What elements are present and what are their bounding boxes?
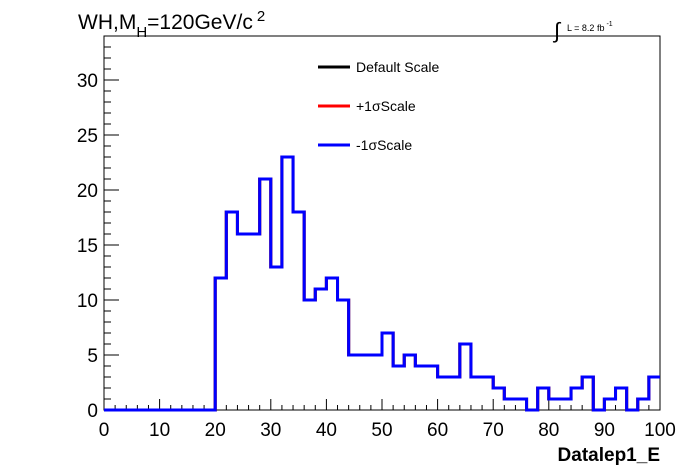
x-tick-label: 50 <box>371 420 392 441</box>
integral-sign: ∫ <box>552 18 562 43</box>
x-tick-label: 90 <box>594 420 615 441</box>
legend: Default Scale +1σScale -1σScale <box>318 59 439 153</box>
y-tick-label: 5 <box>87 346 98 367</box>
x-axis-label: Datalep1_E <box>558 445 660 466</box>
series-line <box>104 155 660 412</box>
x-tick-label: 60 <box>427 420 448 441</box>
plot-title: WH,MH=120GeV/c 2 <box>78 8 265 41</box>
x-tick-label: 10 <box>149 420 170 441</box>
x-tick-label: 80 <box>538 420 559 441</box>
legend-label: -1σScale <box>356 137 412 153</box>
luminosity-text: L = 8.2 fb -1 <box>567 21 613 33</box>
y-tick-label: 10 <box>77 291 98 312</box>
series-line <box>104 155 660 412</box>
x-tick-label: 20 <box>205 420 226 441</box>
histogram-series <box>104 155 660 412</box>
y-tick-label: 25 <box>77 126 98 147</box>
series-line <box>104 155 660 412</box>
legend-label: +1σScale <box>356 98 416 114</box>
y-tick-label: 0 <box>87 401 98 422</box>
luminosity-label: ∫ L = 8.2 fb -1 <box>552 18 613 43</box>
x-tick-label: 0 <box>99 420 110 441</box>
y-tick-label: 15 <box>77 236 98 257</box>
y-tick-label: 30 <box>77 71 98 92</box>
axis-ticks: 0 10 20 30 40 50 60 70 80 90 100 0 5 10 15 20 25 30 <box>77 35 676 441</box>
x-tick-label: 40 <box>316 420 337 441</box>
x-tick-label: 70 <box>483 420 504 441</box>
x-tick-label: 30 <box>260 420 281 441</box>
legend-label: Default Scale <box>356 59 439 75</box>
y-tick-label: 20 <box>77 181 98 202</box>
x-tick-label: 100 <box>644 420 676 441</box>
